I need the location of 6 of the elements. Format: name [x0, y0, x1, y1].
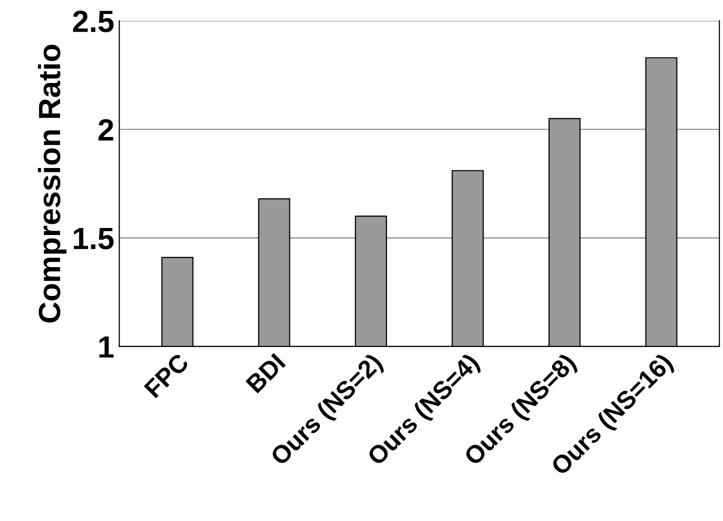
y-tick-label: 2	[98, 119, 114, 140]
x-tick-label: BDI	[246, 353, 286, 394]
y-tick-label: 1.5	[74, 228, 114, 250]
y-tick-label: 2.5	[73, 10, 114, 32]
y-tick-label: 1	[99, 336, 114, 358]
y-axis-title: Compression Ratio	[38, 44, 66, 322]
